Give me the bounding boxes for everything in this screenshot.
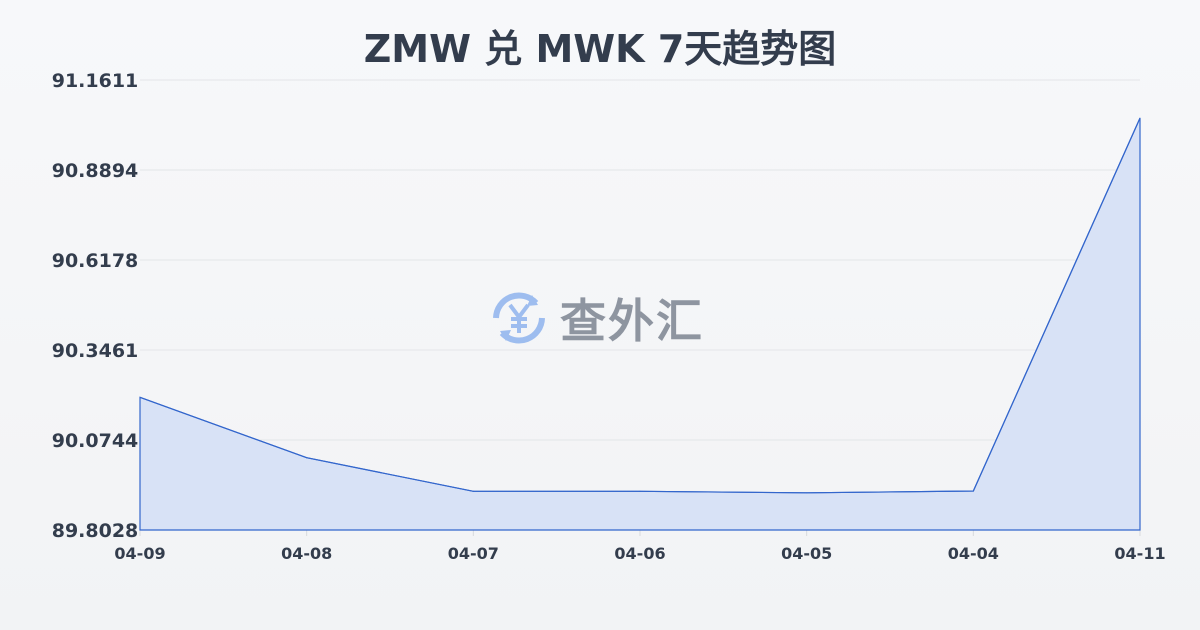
watermark-text: 查外汇 bbox=[560, 294, 704, 348]
data-point bbox=[139, 396, 141, 398]
x-tick-label: 04-09 bbox=[114, 544, 165, 563]
y-tick-label: 91.1611 bbox=[52, 70, 139, 92]
y-tick-label: 90.6178 bbox=[52, 250, 139, 272]
y-tick-label: 90.0744 bbox=[52, 430, 139, 452]
y-tick-label: 90.3461 bbox=[52, 340, 139, 362]
x-tick-label: 04-07 bbox=[448, 544, 499, 563]
watermark: 查外汇 bbox=[488, 285, 704, 351]
data-point bbox=[639, 490, 641, 492]
x-tick-label: 04-05 bbox=[781, 544, 832, 563]
x-tick-label: 04-11 bbox=[1114, 544, 1165, 563]
x-tick-label: 04-08 bbox=[281, 544, 332, 563]
data-point bbox=[1139, 117, 1141, 119]
chart-title: ZMW 兑 MWK 7天趋势图 bbox=[363, 27, 837, 71]
data-point bbox=[806, 492, 808, 494]
data-point bbox=[472, 490, 474, 492]
y-tick-label: 89.8028 bbox=[52, 520, 139, 542]
x-tick-label: 04-06 bbox=[614, 544, 665, 563]
data-point bbox=[972, 490, 974, 492]
x-tick-label: 04-04 bbox=[948, 544, 999, 563]
yen-exchange-icon bbox=[493, 292, 545, 344]
data-point bbox=[306, 457, 308, 459]
y-tick-label: 90.8894 bbox=[52, 160, 139, 182]
